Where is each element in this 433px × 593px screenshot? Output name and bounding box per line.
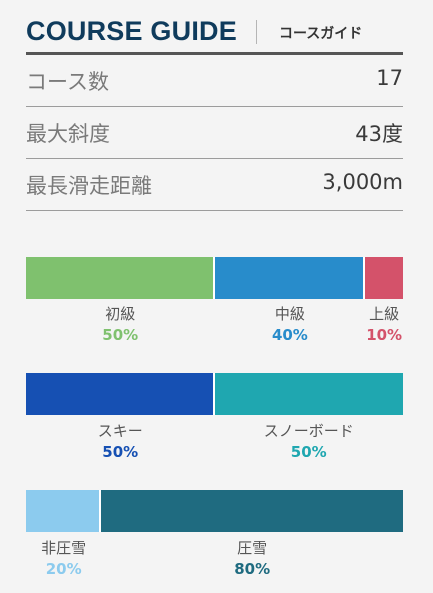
grooming-legend-item: 非圧雪 20% [41, 538, 86, 580]
difficulty-segment-0 [26, 257, 215, 299]
activity-segment-1 [214, 373, 403, 415]
segment-label: 初級 [105, 305, 136, 323]
activity-legend: スキー 50% スノーボード 50% [26, 421, 403, 465]
stat-value: 43度 [355, 122, 403, 146]
difficulty-segment-2 [365, 257, 403, 299]
segment-percent: 80% [234, 560, 271, 578]
stat-label: 最大斜度 [26, 122, 110, 146]
activity-legend-item: スノーボード 50% [264, 421, 354, 463]
stat-value: 3,000m [322, 170, 403, 194]
activity-bar [26, 373, 403, 415]
segment-percent: 50% [290, 443, 327, 461]
activity-legend-item: スキー 50% [98, 421, 143, 463]
difficulty-legend-item: 中級 40% [272, 304, 308, 346]
course-guide-header: COURSE GUIDE コースガイド [26, 12, 403, 55]
segment-label: 上級 [369, 305, 400, 323]
stat-label: コース数 [26, 70, 109, 94]
grooming-segment-1 [101, 490, 403, 532]
page-subtitle: コースガイド [279, 26, 363, 42]
segment-label: スノーボード [263, 422, 354, 440]
title-divider [256, 20, 257, 44]
stat-row-longest-run: 最長滑走距離 3,000m [26, 158, 403, 211]
stat-row-course-count: コース数 17 [26, 54, 403, 107]
difficulty-segment-1 [214, 257, 366, 299]
difficulty-legend-item: 初級 50% [102, 304, 138, 346]
segment-percent: 10% [366, 326, 403, 344]
grooming-legend-item: 圧雪 80% [234, 538, 270, 580]
page-title: COURSE GUIDE [26, 16, 237, 46]
grooming-segment-0 [26, 490, 102, 532]
grooming-legend: 非圧雪 20% 圧雪 80% [26, 538, 403, 582]
segment-percent: 50% [102, 443, 139, 461]
segment-percent: 20% [45, 560, 82, 578]
difficulty-legend: 初級 50% 中級 40% 上級 10% [26, 304, 403, 348]
segment-percent: 50% [102, 326, 139, 344]
segment-percent: 40% [271, 326, 308, 344]
segment-label: 圧雪 [237, 539, 268, 557]
segment-label: 中級 [274, 305, 305, 323]
stat-row-max-slope: 最大斜度 43度 [26, 106, 403, 159]
stat-value: 17 [376, 66, 403, 90]
segment-label: 非圧雪 [41, 539, 87, 557]
difficulty-legend-item: 上級 10% [366, 304, 402, 346]
stat-label: 最長滑走距離 [26, 174, 152, 198]
segment-label: スキー [97, 422, 143, 440]
grooming-bar [26, 490, 403, 532]
activity-segment-0 [26, 373, 215, 415]
difficulty-bar [26, 257, 403, 299]
